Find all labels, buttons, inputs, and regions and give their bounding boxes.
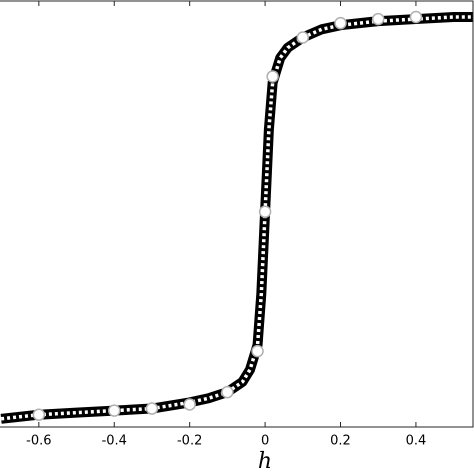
data-point	[371, 12, 385, 26]
data-point	[221, 385, 234, 399]
data-point	[409, 10, 423, 24]
plot-frame	[0, 0, 474, 428]
data-point	[266, 70, 279, 83]
x-tick-label: -0.6	[26, 434, 51, 449]
curve	[0, 12, 473, 424]
x-tick-label: 0.2	[330, 434, 351, 449]
data-point	[183, 398, 196, 411]
data-point	[108, 404, 121, 417]
x-tick-label: 0.4	[406, 434, 427, 449]
x-axis-label: h	[258, 449, 272, 474]
data-point	[251, 344, 264, 358]
data-point	[145, 402, 159, 415]
x-tick-label: 0	[261, 434, 269, 449]
x-tick-label: -0.4	[102, 434, 127, 449]
curve-dots	[0, 15, 473, 421]
data-point	[334, 16, 347, 30]
data-point	[296, 31, 310, 44]
x-tick-label: -0.2	[177, 434, 202, 449]
data-point	[32, 408, 46, 421]
data-point	[258, 205, 272, 219]
